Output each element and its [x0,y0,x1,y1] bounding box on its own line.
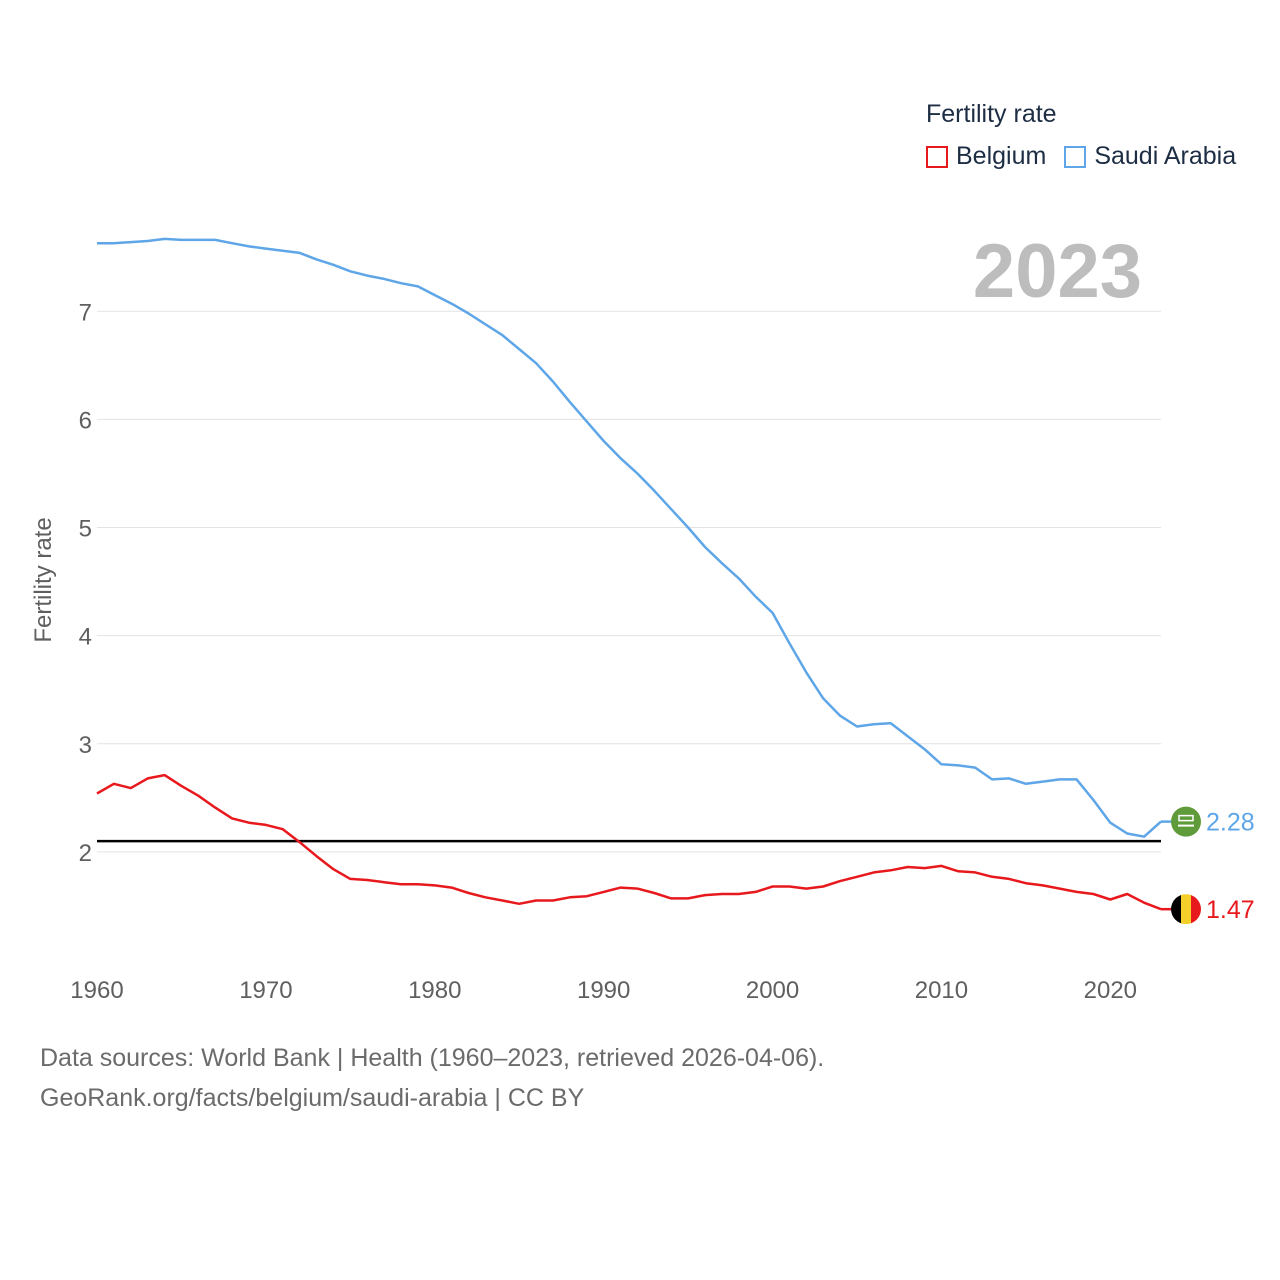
y-tick-label: 3 [79,732,92,759]
belgium-flag-icon [1171,894,1201,925]
legend-item-saudi-arabia[interactable]: Saudi Arabia [1064,142,1236,171]
saudi-arabia-flag-icon [1171,806,1201,837]
series-line-belgium [96,773,1162,911]
legend-swatch-saudi-arabia [1064,145,1087,168]
x-tick-label: 1970 [239,977,292,1004]
y-tick-label: 5 [79,516,92,543]
footer-attribution: GeoRank.org/facts/belgium/saudi-arabia |… [40,1084,585,1112]
x-tick-label: 1990 [577,977,630,1004]
x-tick-label: 2020 [1084,977,1137,1004]
x-tick-label: 1960 [70,977,123,1004]
end-value-label-belgium: 1.47 [1206,896,1255,924]
footer-sources: Data sources: World Bank | Health (1960–… [40,1044,825,1072]
x-tick-label: 1980 [408,977,461,1004]
legend-label-saudi-arabia: Saudi Arabia [1094,142,1237,170]
legend-label-belgium: Belgium [956,142,1047,170]
series-line-saudi-arabia [97,237,1162,838]
y-tick-label: 6 [79,407,92,434]
y-tick-label: 2 [79,840,92,867]
x-tick-label: 2000 [746,977,799,1004]
legend-title: Fertility rate [926,100,1057,128]
year-display: 2023 [972,229,1142,314]
y-axis-label: Fertility rate [30,517,57,642]
end-value-label-saudi-arabia: 2.28 [1206,809,1255,837]
x-tick-label: 2010 [915,977,968,1004]
legend-swatch-belgium [926,145,948,168]
y-tick-label: 4 [79,624,92,651]
legend: Belgium Saudi Arabia [926,142,1254,171]
legend-item-belgium[interactable]: Belgium [926,142,1046,171]
y-tick-label: 7 [79,299,92,326]
